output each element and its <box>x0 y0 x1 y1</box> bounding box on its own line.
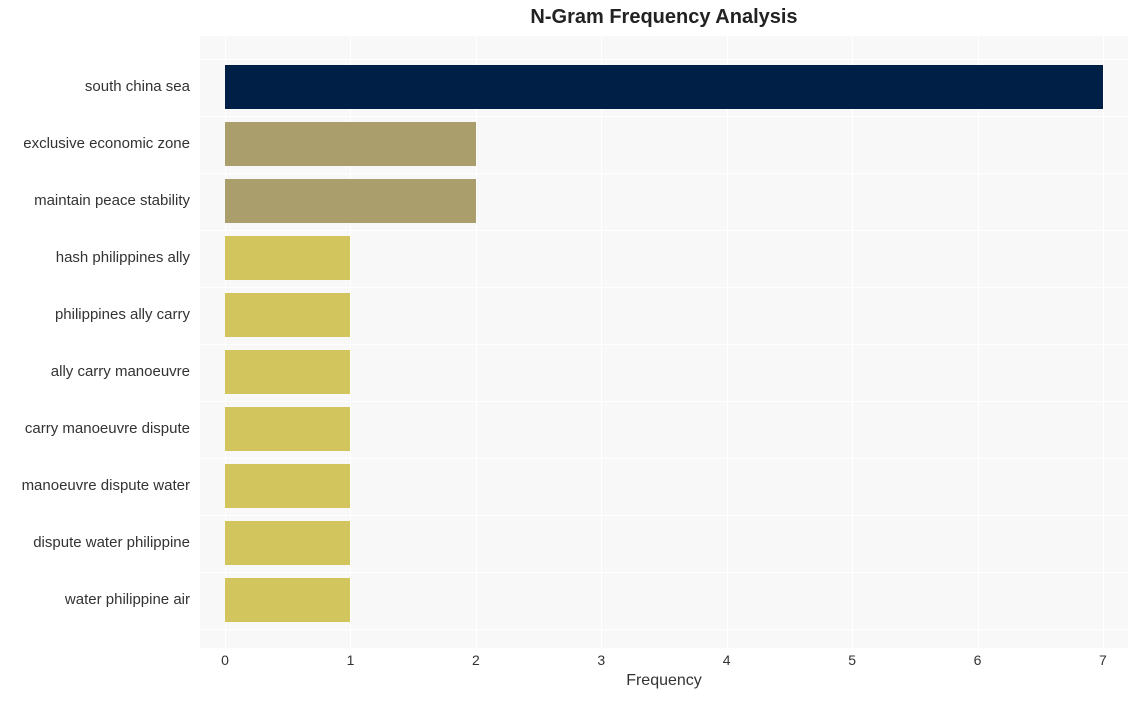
x-tick-label: 0 <box>221 652 229 668</box>
grid-row-line <box>200 515 1128 516</box>
grid-row-line <box>200 629 1128 630</box>
bar <box>225 350 350 394</box>
bar <box>225 407 350 451</box>
y-tick-label: carry manoeuvre dispute <box>0 420 190 437</box>
x-tick-label: 7 <box>1099 652 1107 668</box>
x-tick-label: 5 <box>848 652 856 668</box>
y-tick-label: water philippine air <box>0 591 190 608</box>
y-tick-label: ally carry manoeuvre <box>0 363 190 380</box>
grid-row-line <box>200 287 1128 288</box>
y-tick-label: hash philippines ally <box>0 249 190 266</box>
y-tick-label: philippines ally carry <box>0 306 190 323</box>
grid-row-line <box>200 401 1128 402</box>
y-tick-label: south china sea <box>0 78 190 95</box>
grid-row-line <box>200 230 1128 231</box>
grid-row-line <box>200 59 1128 60</box>
grid-line <box>601 36 602 648</box>
bar <box>225 122 476 166</box>
grid-line <box>727 36 728 648</box>
x-tick-label: 1 <box>347 652 355 668</box>
grid-row-line <box>200 173 1128 174</box>
y-tick-label: maintain peace stability <box>0 192 190 209</box>
grid-line <box>476 36 477 648</box>
bar <box>225 578 350 622</box>
bar <box>225 65 1103 109</box>
y-tick-label: exclusive economic zone <box>0 135 190 152</box>
bar <box>225 293 350 337</box>
y-tick-label: manoeuvre dispute water <box>0 477 190 494</box>
grid-row-line <box>200 116 1128 117</box>
x-tick-label: 4 <box>723 652 731 668</box>
grid-line <box>852 36 853 648</box>
y-tick-label: dispute water philippine <box>0 534 190 551</box>
grid-row-line <box>200 344 1128 345</box>
x-tick-label: 6 <box>974 652 982 668</box>
x-axis-label: Frequency <box>200 672 1128 690</box>
plot-area <box>200 36 1128 648</box>
bar <box>225 464 350 508</box>
grid-row-line <box>200 458 1128 459</box>
grid-row-line <box>200 572 1128 573</box>
ngram-frequency-chart: N-Gram Frequency Analysis Frequency 0 1 2 3… <box>0 0 1142 701</box>
chart-title: N-Gram Frequency Analysis <box>200 6 1128 29</box>
bar <box>225 521 350 565</box>
x-tick-label: 2 <box>472 652 480 668</box>
bar <box>225 236 350 280</box>
x-tick-label: 3 <box>597 652 605 668</box>
bar <box>225 179 476 223</box>
grid-line <box>978 36 979 648</box>
grid-line <box>1103 36 1104 648</box>
